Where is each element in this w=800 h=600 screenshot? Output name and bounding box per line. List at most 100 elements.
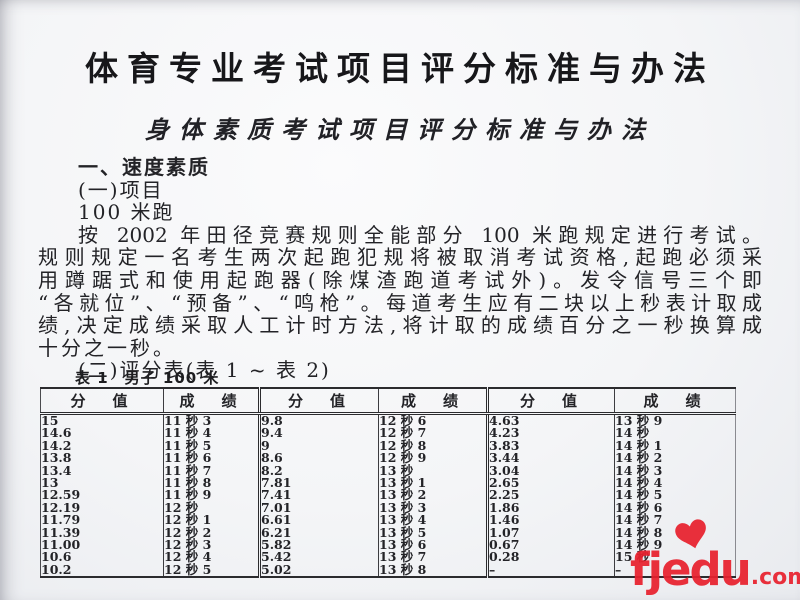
table-cell: 12 秒 8 xyxy=(378,439,488,453)
table-cell: 11 秒 3 xyxy=(163,413,260,428)
table-caption: 表 1 男子 100 米 xyxy=(75,369,220,387)
table-cell: 2.25 xyxy=(486,488,615,502)
table-intro: (二)评分表(表 1 ~ 表 2) xyxy=(78,358,331,383)
table-cell: 13 xyxy=(41,475,59,491)
table-cell: 5.82 xyxy=(258,538,379,552)
table-cell: 0.67 xyxy=(486,538,615,552)
table-cell: 13.8 xyxy=(41,450,72,466)
table-cell: 13 秒 7 xyxy=(378,551,488,564)
table-cell: 10.6 xyxy=(41,549,72,565)
table-cell: 14 秒 3 xyxy=(614,464,736,478)
table-cell: 14.2 xyxy=(41,437,72,453)
table-cell: 14 秒 6 xyxy=(614,501,736,515)
body-text: 一、速度素质 (一)项目 100 米跑 按 2002 年田径竞赛规则全能部分 1… xyxy=(38,156,762,382)
table-row: 11.39 12 秒 2 6.21 13 秒 5 1.07 14 秒 8 xyxy=(41,524,736,540)
table-cell: 12 秒 5 xyxy=(163,563,260,578)
table-cell: 12.59 xyxy=(41,487,81,503)
table-cell: 8.6 xyxy=(258,451,379,465)
table-cell: 5.42 xyxy=(258,551,379,564)
table-row: 10.2 12 秒 5 5.02 13 秒 8– – xyxy=(41,561,736,578)
table-cell: 7.01 xyxy=(258,501,379,515)
item-label: (一)项目 xyxy=(78,177,164,202)
table-cell: 6.61 xyxy=(258,513,379,527)
table-cell: – xyxy=(614,563,736,578)
table-cell: 13 秒 3 xyxy=(378,501,488,515)
table-cell: 11 秒 5 xyxy=(163,439,260,453)
table-cell: 10.2 xyxy=(41,561,72,577)
table-cell: 9 xyxy=(258,439,379,453)
paragraph-line: 十分之一秒。 xyxy=(38,335,176,360)
table-header-cell: 分 值 xyxy=(258,388,379,415)
table-cell: 9.4 xyxy=(258,426,379,440)
table-row: 13.4 11 秒 7 8.2 13 秒 3.04 14 秒 3 xyxy=(41,464,736,478)
table-cell: 12 秒 9 xyxy=(378,451,488,465)
table-header-cell: 分 值 xyxy=(486,388,615,415)
table-cell: 6.21 xyxy=(258,526,379,540)
table-cell: 11.00 xyxy=(41,537,81,553)
table-cell: 11 秒 6 xyxy=(163,451,260,465)
table-cell: 1.46 xyxy=(486,513,615,527)
paragraph-line: 规则规定一名考生两次起跑犯规将被取消考试资格,起跑必须采 xyxy=(38,245,762,270)
table-header-cell: 成 绩 xyxy=(163,388,260,415)
table-cell: – xyxy=(486,563,615,578)
table-cell: 12 秒 1 xyxy=(163,513,260,527)
score-table: 分 值 成 绩 分 值 成 绩 分 值 成 绩 15 11 秒 3 9.8 12 秒 … xyxy=(40,387,736,579)
table-cell: 13 秒 4 xyxy=(378,513,488,527)
table-row: 11.79 12 秒 1 6.61 13 秒 4 1.46 14 秒 7 xyxy=(41,512,736,528)
table-row: 13.8 11 秒 6 8.6 12 秒 9 3.44 14 秒 2 xyxy=(41,450,736,466)
table-cell: 13 秒 9 xyxy=(614,413,736,428)
table-row: 13 11 秒 8 7.81 13 秒 1 2.65 14 秒 4 xyxy=(41,475,736,491)
table-cell: 11 秒 9 xyxy=(163,488,260,502)
table-cell: 14 秒 1 xyxy=(614,439,736,453)
table-cell: 15 秒 xyxy=(614,551,736,564)
table-row: 14.2 11 秒 5 9 12 秒 8 3.83 14 秒 1 xyxy=(41,437,736,453)
table-cell: 4.63 xyxy=(486,413,615,428)
table-cell: 11.79 xyxy=(41,512,81,528)
table-cell: 11.39 xyxy=(41,524,81,540)
table-cell: 14 秒 5 xyxy=(614,488,736,502)
table-row: 15 11 秒 3 9.8 12 秒 6 4.63 13 秒 9 xyxy=(41,413,736,428)
table-cell: 14 秒 4 xyxy=(614,476,736,490)
table-cell: 7.41 xyxy=(258,488,379,502)
paragraph-line: “各就位”、“预备”、“鸣枪”。每道考生应有二块以上秒表计取成 xyxy=(38,290,762,315)
table-cell: 2.65 xyxy=(486,476,615,490)
table-header-cell: 分 值 xyxy=(40,388,164,415)
table-cell: 12 秒 6 xyxy=(378,413,488,428)
table-header-row: 分 值 成 绩 分 值 成 绩 分 值 成 绩 xyxy=(40,388,736,415)
table-header-cell: 成 绩 xyxy=(378,388,488,415)
table-cell: 1.86 xyxy=(486,501,615,515)
table-cell: 14.6 xyxy=(41,425,72,441)
table-row: 10.6 12 秒 4 5.42 13 秒 7 0.28 15 秒 xyxy=(41,549,736,565)
table-cell: 13 秒 8 xyxy=(378,563,488,578)
table-cell: 7.81 xyxy=(258,476,379,490)
table-cell: 1.07 xyxy=(486,526,615,540)
table-cell: 3.44 xyxy=(486,451,615,465)
table-cell: 8.2 xyxy=(258,464,379,478)
paragraph-line: 按 2002 年田径竞赛规则全能部分 100 米跑规定进行考试。 xyxy=(78,222,762,247)
page-title: 体育专业考试项目评分标准与办法 xyxy=(85,49,715,88)
table-cell: 12 秒 2 xyxy=(163,526,260,540)
watermark-suffix-text: .com xyxy=(750,565,800,590)
table-cell: 0.28 xyxy=(486,551,615,564)
table-cell: 5.02 xyxy=(258,563,379,578)
table-cell: 12 秒 7 xyxy=(378,426,488,440)
page-subtitle: 身体素质考试项目评分标准与办法 xyxy=(145,115,655,144)
table-cell: 9.8 xyxy=(258,413,379,428)
table-cell: 3.83 xyxy=(486,439,615,453)
table-cell: 15 xyxy=(41,413,59,428)
table-row: 12.19 12 秒 7.01 13 秒 3 1.86 14 秒 6 xyxy=(41,501,736,515)
table-cell: 11 秒 8 xyxy=(163,476,260,490)
section-heading: 一、速度素质 xyxy=(78,155,210,179)
table-row: 14.6 11 秒 4 9.4 12 秒 7 4.23 14 秒 xyxy=(41,425,736,441)
table-cell: 3.04 xyxy=(486,464,615,478)
table-cell: 13 秒 xyxy=(378,464,488,478)
table-cell: 11 秒 4 xyxy=(163,426,260,440)
table-cell: 12 秒 xyxy=(163,501,260,515)
table-cell: 12 秒 3 xyxy=(163,538,260,552)
table-cell: 14 秒 xyxy=(614,426,736,440)
score-table-body: 15 11 秒 3 9.8 12 秒 6 4.63 13 秒 9 14.6 11 秒 4 9.4… xyxy=(41,413,736,578)
table-header-cell: 成 绩 xyxy=(614,388,736,415)
table-row: 12.59 11 秒 9 7.41 13 秒 2 2.25 14 秒 5 xyxy=(41,487,736,503)
paragraph-line: 用蹲踞式和使用起跑器(除煤渣跑道考试外)。发令信号三个即 xyxy=(38,267,762,292)
